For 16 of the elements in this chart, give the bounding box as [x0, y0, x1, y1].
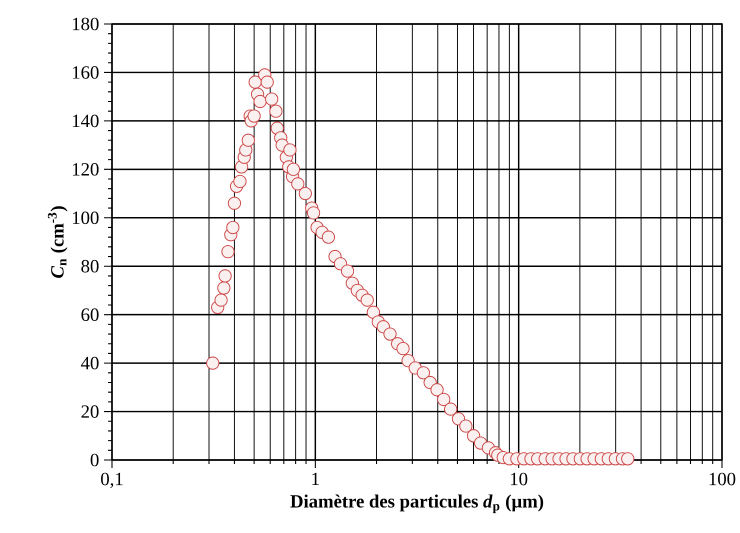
y-tick-label: 0 — [90, 454, 99, 466]
y-tick-label: 40 — [80, 356, 99, 370]
y-tick-label: 60 — [81, 308, 99, 321]
x-tick-label: 10 — [510, 472, 528, 486]
y-tick-label: 100 — [72, 211, 99, 224]
x-tick-label: 1 — [312, 472, 319, 486]
y-tick-label: 140 — [72, 114, 99, 128]
y-tick-label: 80 — [81, 260, 99, 273]
y-tick-label: 160 — [72, 66, 99, 79]
y-tick-label: 20 — [81, 405, 99, 418]
x-tick-label: 100 — [710, 472, 736, 486]
y-tick-label: 120 — [72, 163, 99, 176]
y-tick-label: 180 — [72, 18, 99, 30]
x-tick-label: 0,1 — [101, 472, 123, 488]
x-axis-title: Diamètre des particules d$_{p}$ (µm) — [290, 494, 544, 514]
y-axis-title: C$_{n}$ (cm$^{-3}$) — [48, 206, 68, 278]
